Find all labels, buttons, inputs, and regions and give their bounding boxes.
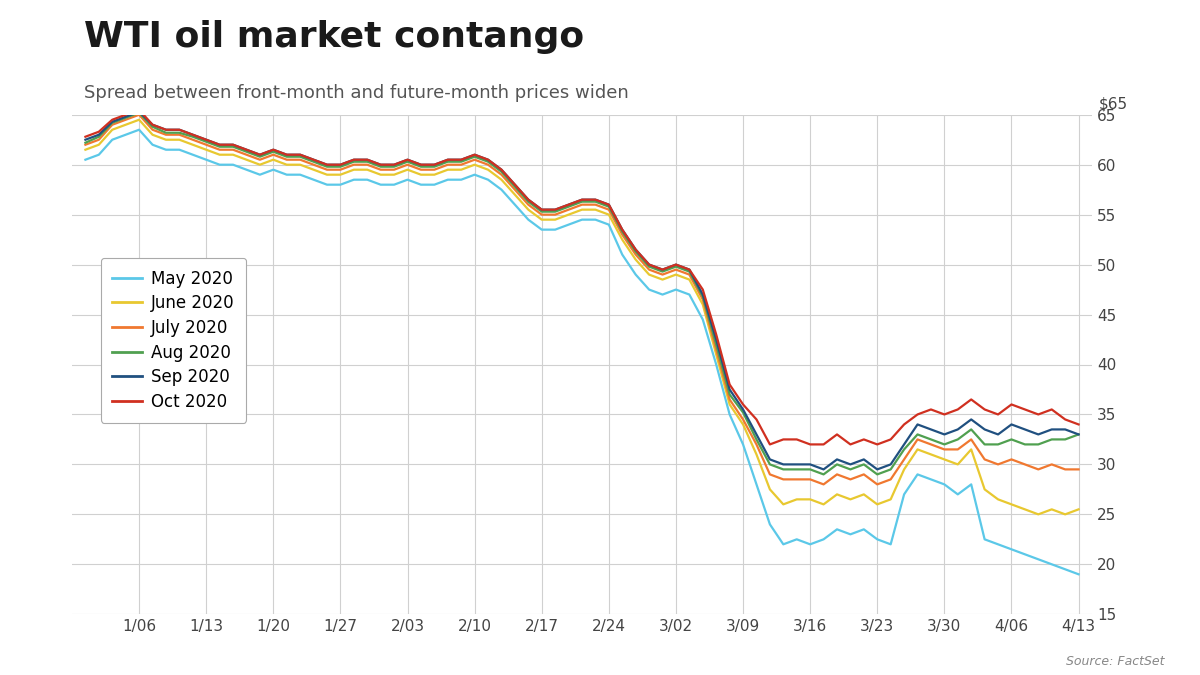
Text: Source: FactSet: Source: FactSet [1066,655,1164,668]
Text: $65: $65 [1099,97,1128,112]
Text: Spread between front-month and future-month prices widen: Spread between front-month and future-mo… [84,84,629,103]
Text: WTI oil market contango: WTI oil market contango [84,20,584,54]
Legend: May 2020, June 2020, July 2020, Aug 2020, Sep 2020, Oct 2020: May 2020, June 2020, July 2020, Aug 2020… [101,258,246,423]
